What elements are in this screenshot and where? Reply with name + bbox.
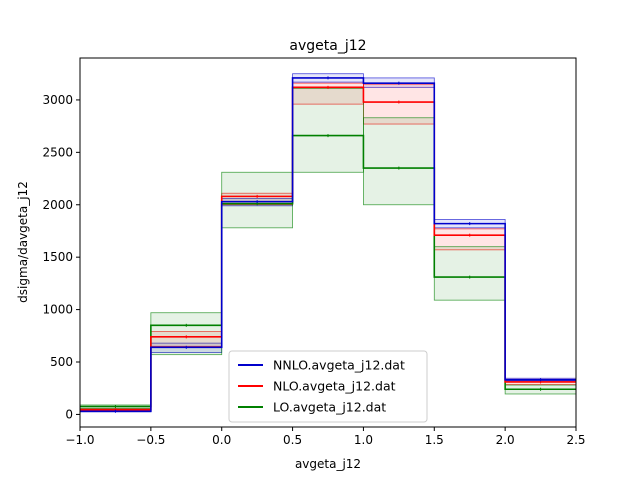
chart-title: avgeta_j12: [289, 38, 366, 54]
legend-label-0: NNLO.avgeta_j12.dat: [273, 358, 405, 373]
legend-label-2: LO.avgeta_j12.dat: [273, 400, 386, 415]
y-tick-label: 0: [65, 407, 73, 421]
y-tick-label: 3000: [42, 93, 73, 107]
x-tick-label: 2.5: [566, 433, 585, 447]
x-axis-ticks: −1.0 −0.5 0.0 0.5 1.0 1.5 2.0 2.5: [65, 427, 586, 447]
x-tick-label: −0.5: [136, 433, 165, 447]
y-tick-label: 1500: [42, 250, 73, 264]
legend-label-1: NLO.avgeta_j12.dat: [273, 379, 396, 394]
y-tick-label: 2000: [42, 198, 73, 212]
x-tick-label: 1.5: [425, 433, 444, 447]
x-tick-label: 0.5: [283, 433, 302, 447]
y-tick-label: 2500: [42, 145, 73, 159]
x-axis-label: avgeta_j12: [295, 457, 361, 471]
x-tick-label: −1.0: [65, 433, 94, 447]
y-axis-label: dsigma/davgeta_j12: [16, 181, 30, 303]
x-tick-label: 0.0: [212, 433, 231, 447]
plot-frame: [79, 57, 577, 428]
band-2-bin-4: [363, 117, 435, 206]
band-2-bin-3: [292, 88, 364, 173]
y-tick-label: 500: [50, 355, 73, 369]
legend-box: [228, 350, 428, 423]
band-2-bin-5: [433, 246, 506, 301]
band-2-bin-2: [221, 171, 293, 229]
y-tick-label: 1000: [42, 303, 73, 317]
x-tick-label: 2.0: [496, 433, 515, 447]
series-lines: [80, 76, 576, 413]
x-tick-label: 1.0: [354, 433, 373, 447]
legend: NNLO.avgeta_j12.dat NLO.avgeta_j12.dat LO.…: [228, 350, 428, 423]
y-axis-ticks: 0 500 1000 1500 2000 2500 3000: [42, 93, 80, 421]
